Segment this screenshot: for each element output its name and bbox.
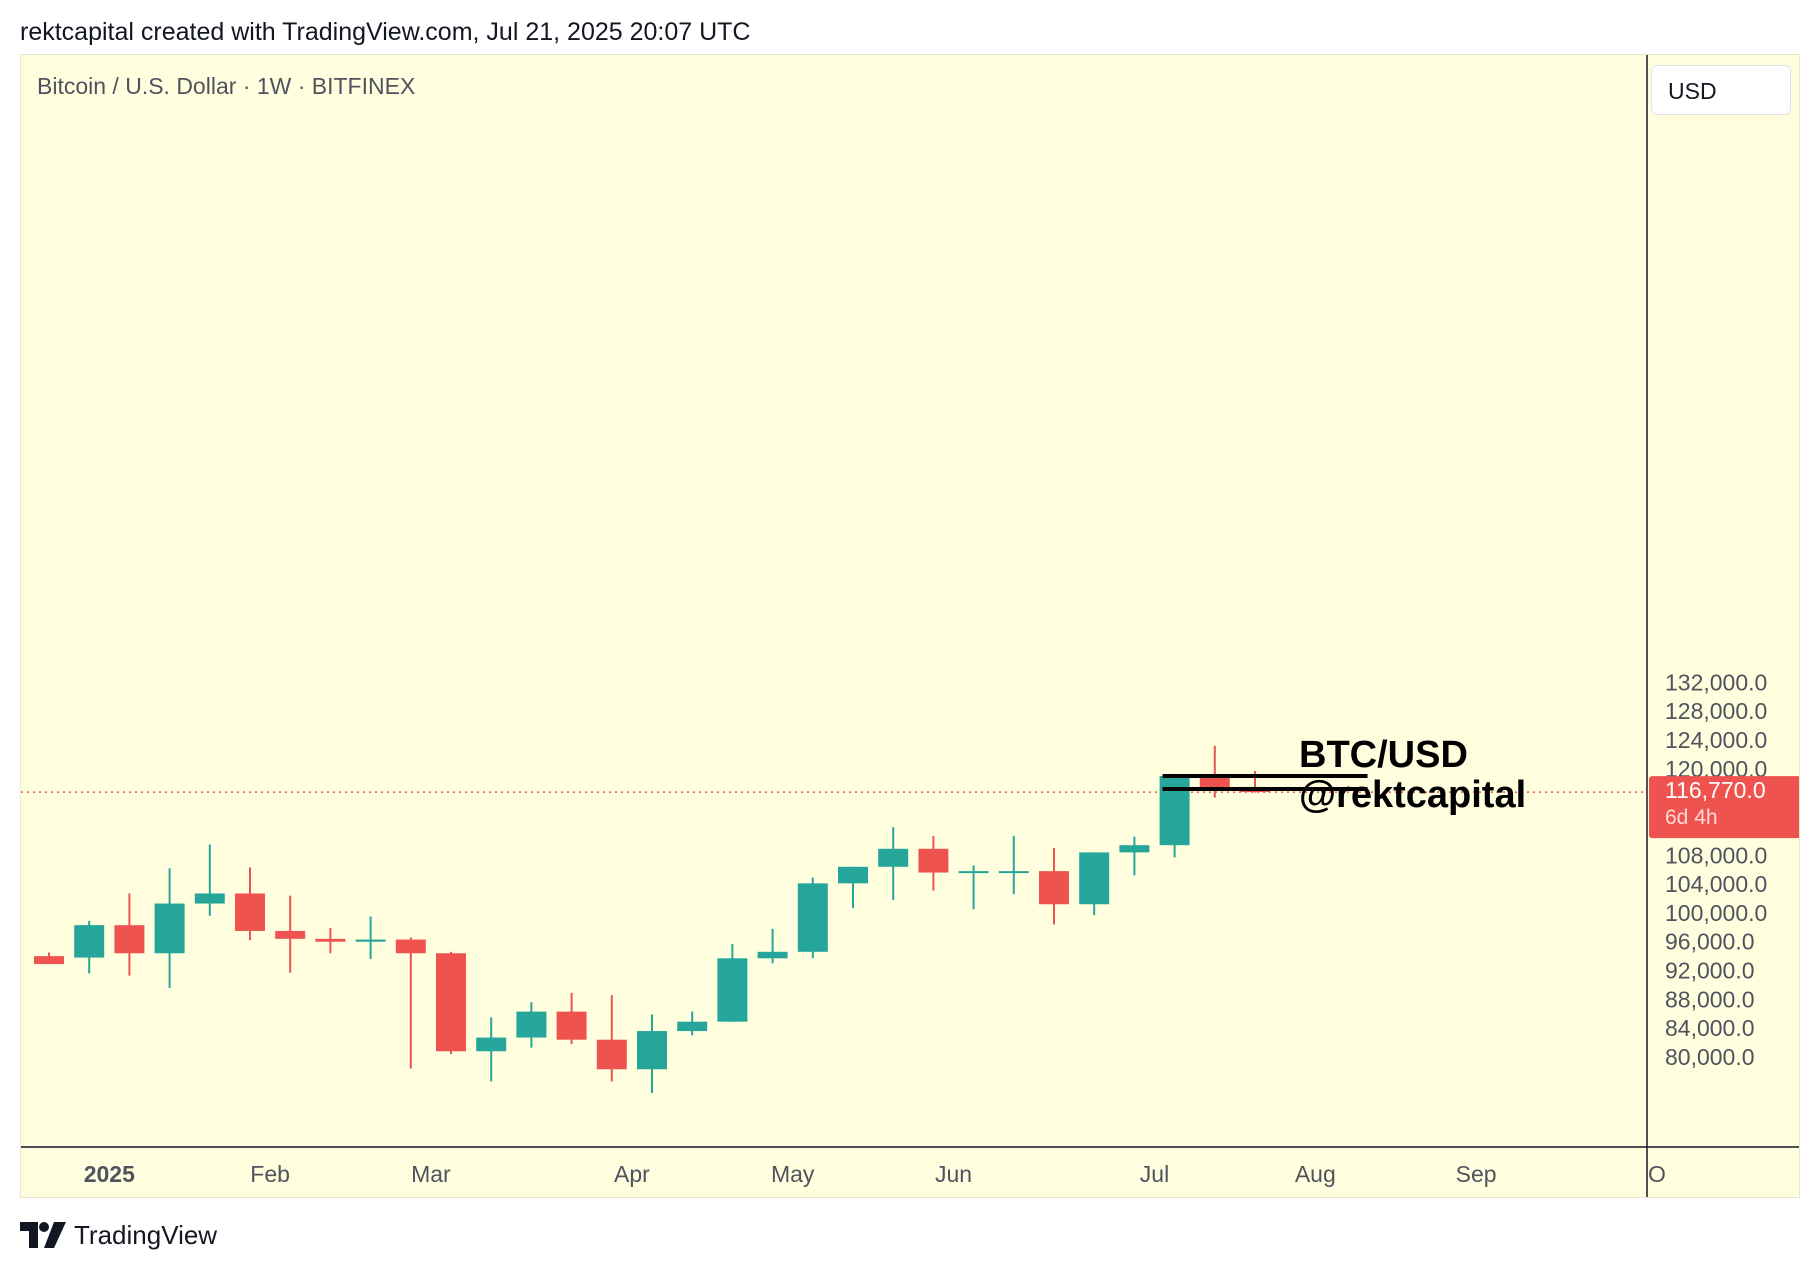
x-tick-label: 2025 — [84, 1161, 135, 1187]
candle-body-up[interactable] — [878, 848, 909, 867]
candle-body-down[interactable] — [395, 939, 426, 954]
currency-button[interactable]: USD — [1651, 65, 1791, 115]
x-tick-label: Apr — [614, 1161, 650, 1187]
current-price-label-bg — [1649, 776, 1799, 839]
x-tick-label: Feb — [250, 1161, 290, 1187]
candle-body-up[interactable] — [355, 939, 386, 942]
current-price-value: 116,770.0 — [1665, 777, 1766, 803]
candle-body-up[interactable] — [194, 893, 225, 904]
y-tick-label: 96,000.0 — [1665, 929, 1755, 955]
candle-body-up[interactable] — [757, 951, 788, 959]
tradingview-logo[interactable]: TradingView — [20, 1218, 217, 1252]
candle-body-up[interactable] — [1079, 852, 1110, 905]
tradingview-logo-icon — [20, 1222, 66, 1248]
candlestick-chart[interactable]: 132,000.0128,000.0124,000.0120,000.0112,… — [21, 55, 1800, 1198]
candle-body-up[interactable] — [476, 1037, 507, 1052]
watermark-line-pair: BTC/USD — [1299, 734, 1468, 776]
chart-panel[interactable]: 132,000.0128,000.0124,000.0120,000.0112,… — [20, 54, 1800, 1198]
y-tick-label: 108,000.0 — [1665, 842, 1767, 868]
candle-body-down[interactable] — [556, 1011, 587, 1040]
candle-body-up[interactable] — [797, 883, 828, 952]
candle-body-down[interactable] — [275, 930, 306, 939]
tradingview-brand: TradingView — [74, 1219, 218, 1250]
candle-body-up[interactable] — [1119, 845, 1150, 853]
candle-body-down[interactable] — [918, 848, 949, 873]
x-tick-label: Mar — [411, 1161, 451, 1187]
y-tick-label: 104,000.0 — [1665, 871, 1767, 897]
candle-body-up[interactable] — [838, 866, 868, 884]
candle-body-down[interactable] — [1199, 776, 1230, 789]
x-tick-label: O — [1648, 1161, 1666, 1187]
y-tick-label: 92,000.0 — [1665, 958, 1755, 984]
candle-body-down[interactable] — [1039, 871, 1069, 905]
candle-body-up[interactable] — [998, 871, 1029, 874]
candle-body-down[interactable] — [34, 956, 64, 965]
candle-body-down[interactable] — [235, 893, 265, 931]
candle-body-down[interactable] — [436, 953, 466, 1052]
candle-body-up[interactable] — [677, 1021, 708, 1032]
y-tick-label: 84,000.0 — [1665, 1015, 1755, 1041]
x-tick-label: Sep — [1456, 1161, 1497, 1187]
y-tick-label: 132,000.0 — [1665, 669, 1767, 695]
x-tick-label: Jul — [1140, 1161, 1169, 1187]
bar-countdown: 6d 4h — [1665, 806, 1718, 829]
candle-body-up[interactable] — [74, 925, 105, 958]
chart-attribution: rektcapital created with TradingView.com… — [20, 18, 751, 46]
x-tick-label: Aug — [1295, 1161, 1336, 1187]
x-tick-label: May — [771, 1161, 815, 1187]
candle-body-up[interactable] — [958, 871, 989, 874]
y-tick-label: 88,000.0 — [1665, 986, 1755, 1012]
candle-body-up[interactable] — [154, 903, 185, 954]
y-tick-label: 124,000.0 — [1665, 727, 1767, 753]
candle-body-down[interactable] — [315, 938, 346, 942]
y-tick-label: 100,000.0 — [1665, 900, 1767, 926]
y-tick-label: 80,000.0 — [1665, 1044, 1755, 1070]
candle-body-up[interactable] — [717, 958, 748, 1022]
candle-body-up[interactable] — [637, 1031, 667, 1070]
candle-body-down[interactable] — [114, 925, 145, 954]
symbol-title[interactable]: Bitcoin / U.S. Dollar · 1W · BITFINEX — [37, 73, 416, 99]
candle-body-down[interactable] — [596, 1039, 627, 1070]
candle-body-up[interactable] — [1159, 776, 1190, 846]
y-tick-label: 128,000.0 — [1665, 698, 1767, 724]
watermark-line-handle: @rektcapital — [1299, 774, 1527, 816]
candle-body-up[interactable] — [516, 1011, 547, 1038]
x-tick-label: Jun — [935, 1161, 972, 1187]
watermark-text: BTC/USD @rektcapital — [1299, 735, 1526, 815]
